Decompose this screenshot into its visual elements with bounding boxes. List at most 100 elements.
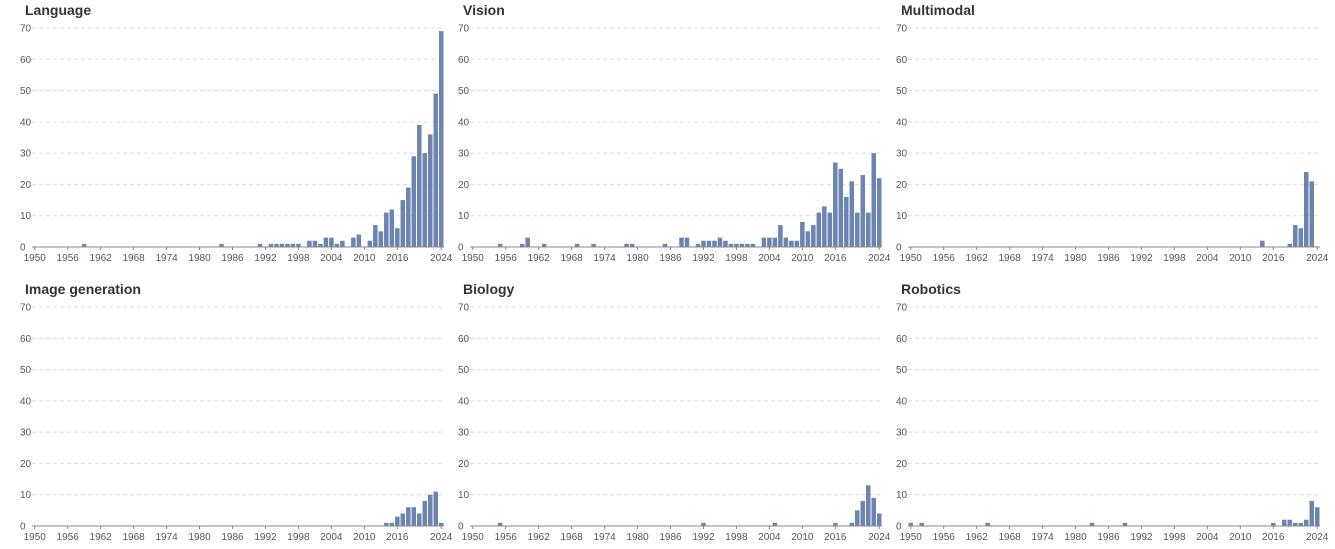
y-tick-label: 30 bbox=[896, 149, 908, 160]
x-tick-label: 2010 bbox=[791, 253, 814, 264]
x-tick-label: 2024 bbox=[1306, 253, 1329, 264]
x-tick-label: 1962 bbox=[90, 253, 113, 264]
x-tick-label: 1962 bbox=[528, 532, 551, 543]
x-tick-label: 1998 bbox=[287, 253, 310, 264]
y-tick-label: 10 bbox=[20, 490, 32, 501]
x-tick-label: 1950 bbox=[24, 253, 47, 264]
x-tick-label: 2016 bbox=[386, 253, 409, 264]
y-tick-label: 70 bbox=[896, 24, 908, 35]
x-tick-label: 1980 bbox=[188, 532, 211, 543]
panel-image-generation: Image generation 0 10 20 30 40 50 60 70 1950 1956 1… bbox=[20, 281, 453, 543]
x-tick-label: 2010 bbox=[353, 532, 376, 543]
bar bbox=[728, 243, 734, 247]
y-tick-label: 10 bbox=[458, 211, 470, 222]
bar bbox=[849, 181, 855, 247]
bar bbox=[439, 522, 444, 526]
y-tick-label: 70 bbox=[458, 24, 470, 35]
bar bbox=[1293, 225, 1298, 247]
x-tick-label: 2004 bbox=[758, 253, 781, 264]
bar bbox=[417, 513, 422, 526]
bar bbox=[866, 212, 871, 247]
bar bbox=[772, 237, 778, 247]
bar bbox=[822, 206, 827, 247]
bar bbox=[373, 225, 378, 247]
y-tick-label: 60 bbox=[896, 334, 908, 345]
x-tick-label: 1956 bbox=[57, 253, 80, 264]
y-tick-label: 50 bbox=[896, 86, 908, 97]
bar bbox=[574, 243, 580, 247]
bar bbox=[1287, 243, 1293, 247]
bar bbox=[877, 513, 882, 526]
bar bbox=[439, 31, 444, 247]
x-tick-label: 2004 bbox=[758, 532, 781, 543]
bar bbox=[257, 243, 263, 247]
bar bbox=[860, 500, 866, 526]
y-tick-label: 70 bbox=[896, 303, 908, 314]
x-tick-label: 1968 bbox=[123, 532, 146, 543]
x-tick-label: 2004 bbox=[320, 253, 343, 264]
x-tick-label: 1968 bbox=[999, 253, 1022, 264]
bar bbox=[307, 240, 312, 247]
x-tick-label: 1998 bbox=[725, 253, 748, 264]
y-tick-label: 20 bbox=[20, 459, 32, 470]
bar bbox=[866, 485, 871, 526]
y-tick-label: 0 bbox=[458, 522, 464, 533]
x-tick-label: 1950 bbox=[900, 532, 923, 543]
x-tick-label: 1992 bbox=[254, 253, 277, 264]
x-tick-label: 1986 bbox=[1097, 253, 1120, 264]
y-tick-label: 0 bbox=[896, 522, 902, 533]
x-tick-label: 2024 bbox=[430, 532, 453, 543]
x-tick-label: 2024 bbox=[868, 532, 891, 543]
y-tick-label: 40 bbox=[458, 117, 470, 128]
bar bbox=[712, 240, 717, 247]
bar bbox=[411, 507, 417, 526]
y-tick-label: 40 bbox=[20, 396, 32, 407]
bar bbox=[745, 243, 750, 247]
x-tick-label: 2004 bbox=[1196, 532, 1219, 543]
bar bbox=[428, 494, 433, 526]
y-tick-label: 30 bbox=[20, 428, 32, 439]
bar bbox=[800, 221, 805, 247]
y-tick-label: 60 bbox=[20, 334, 32, 345]
bar bbox=[296, 243, 301, 247]
bar bbox=[695, 243, 701, 247]
x-tick-label: 2024 bbox=[1306, 532, 1329, 543]
bar bbox=[985, 522, 990, 526]
x-tick-label: 2010 bbox=[1229, 253, 1252, 264]
bar bbox=[1309, 500, 1315, 526]
y-tick-label: 10 bbox=[20, 211, 32, 222]
bar bbox=[877, 178, 882, 247]
x-tick-label: 1986 bbox=[221, 532, 244, 543]
y-tick-label: 0 bbox=[20, 522, 26, 533]
panel-multimodal: Multimodal 0 10 20 30 40 50 60 70 1950 1956 1962 196… bbox=[896, 2, 1329, 264]
bar bbox=[629, 243, 635, 247]
bar bbox=[844, 196, 849, 247]
x-tick-label: 1980 bbox=[626, 253, 649, 264]
x-tick-label: 2016 bbox=[1262, 532, 1285, 543]
bar bbox=[833, 162, 838, 247]
bar bbox=[329, 237, 334, 247]
bar bbox=[422, 153, 428, 247]
x-tick-label: 1986 bbox=[659, 253, 682, 264]
bar bbox=[285, 243, 290, 247]
y-tick-label: 20 bbox=[896, 459, 908, 470]
x-tick-label: 1974 bbox=[155, 532, 178, 543]
bar bbox=[400, 200, 406, 247]
bar bbox=[1260, 240, 1265, 247]
y-tick-label: 30 bbox=[896, 428, 908, 439]
y-tick-label: 30 bbox=[20, 149, 32, 160]
bar bbox=[778, 225, 783, 247]
y-tick-label: 0 bbox=[20, 243, 26, 254]
x-tick-label: 1950 bbox=[24, 532, 47, 543]
bar bbox=[378, 231, 384, 247]
x-tick-label: 1968 bbox=[999, 532, 1022, 543]
y-tick-label: 0 bbox=[458, 243, 464, 254]
bar bbox=[739, 243, 745, 247]
bar bbox=[497, 243, 503, 247]
bar bbox=[318, 243, 323, 247]
bar bbox=[433, 491, 439, 526]
bar bbox=[1298, 522, 1304, 526]
x-tick-label: 1986 bbox=[221, 253, 244, 264]
bar bbox=[1304, 519, 1309, 526]
